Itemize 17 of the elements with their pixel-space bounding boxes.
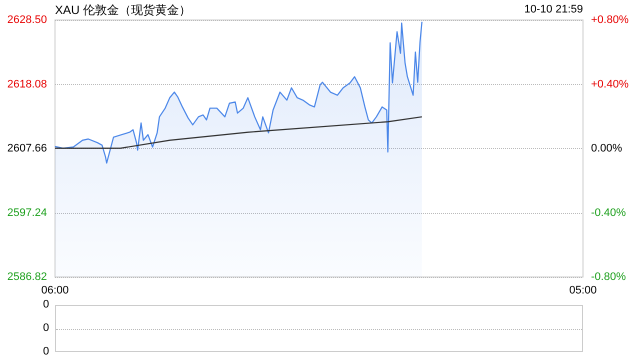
text: 0 [43,322,50,334]
y2-tick-label: -0.80% [591,271,626,283]
text: 0 [43,298,50,310]
y2-tick-label: 0.00% [591,142,622,154]
y-tick-label: 2618.08 [7,78,47,90]
y-tick-label: 2597.24 [7,206,47,219]
y2-tick-label: +0.80% [591,14,629,26]
x-tick-label: 06:00 [41,284,69,296]
text: 10-10 21:59 [524,4,583,16]
chart-title: XAU 伦敦金（现货黄金） [55,3,192,17]
x-tick-label: 05:00 [569,284,597,296]
y-tick-label: 2628.50 [7,14,47,26]
y2-tick-label: -0.40% [591,206,626,219]
y2-tick-label: +0.40% [591,78,629,90]
y-tick-label: 2607.66 [7,142,47,154]
y-tick-label: 2586.82 [7,271,47,283]
text: 0 [43,346,50,358]
